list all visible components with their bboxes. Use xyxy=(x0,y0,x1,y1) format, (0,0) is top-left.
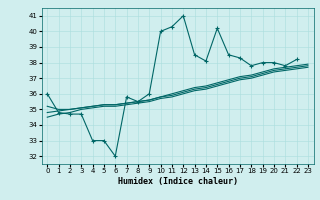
X-axis label: Humidex (Indice chaleur): Humidex (Indice chaleur) xyxy=(118,177,237,186)
